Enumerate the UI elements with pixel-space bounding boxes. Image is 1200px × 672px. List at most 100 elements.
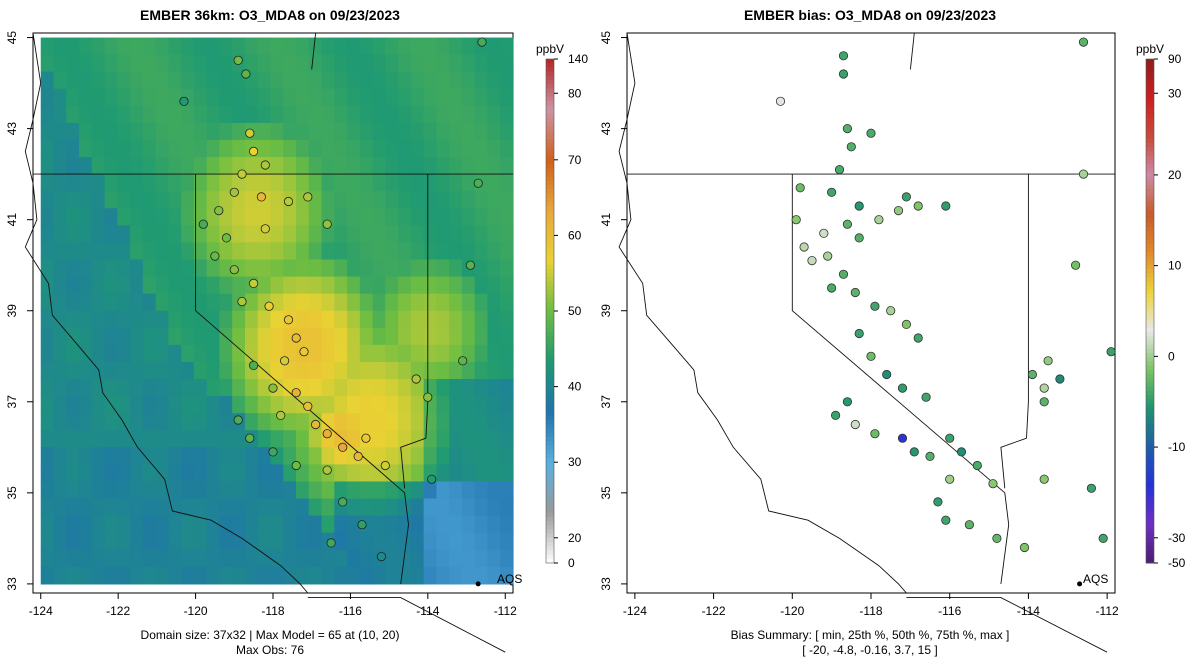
x-tick-label: -122	[702, 604, 726, 618]
heatmap-cell	[372, 344, 386, 363]
heatmap-cell	[244, 549, 259, 568]
heatmap-cell	[257, 139, 272, 158]
heatmap-cell	[487, 361, 501, 380]
heatmap-cell	[347, 276, 361, 295]
heatmap-cell	[334, 122, 348, 141]
heatmap-cell	[308, 71, 323, 90]
heatmap-cell	[461, 447, 476, 465]
heatmap-cell	[155, 464, 169, 483]
observation-point	[210, 251, 220, 261]
heatmap-cell	[347, 515, 361, 534]
heatmap-cell	[130, 464, 144, 483]
heatmap-cell	[193, 276, 208, 295]
heatmap-cell	[283, 259, 297, 278]
heatmap-cell	[257, 379, 272, 397]
model-legend-dot	[475, 581, 481, 587]
colorbar-step	[1146, 458, 1154, 463]
heatmap-cell	[130, 157, 144, 175]
heatmap-cell	[79, 515, 93, 534]
heatmap-cell	[449, 259, 463, 278]
heatmap-cell	[270, 225, 284, 244]
heatmap-cell	[359, 344, 374, 363]
heatmap-cell	[436, 225, 450, 244]
colorbar-step	[1146, 378, 1154, 383]
heatmap-cell	[474, 208, 489, 226]
heatmap-cell	[283, 174, 297, 192]
heatmap-cell	[474, 327, 489, 346]
bias-point	[901, 319, 912, 329]
heatmap-cell	[53, 549, 67, 568]
heatmap-cell	[308, 361, 323, 380]
heatmap-cell	[385, 105, 399, 124]
heatmap-cell	[270, 71, 284, 90]
colorbar-step	[1146, 315, 1154, 320]
bias-point	[964, 520, 975, 530]
heatmap-cell	[500, 430, 514, 448]
heatmap-cell	[372, 71, 386, 90]
colorbar-tick-label: 90	[1168, 52, 1182, 66]
heatmap-cell	[244, 413, 259, 431]
heatmap-cell	[500, 139, 514, 158]
heatmap-cell	[296, 242, 310, 261]
heatmap-cell	[487, 464, 501, 483]
heatmap-cell	[130, 430, 144, 448]
heatmap-cell	[53, 481, 67, 500]
heatmap-cell	[155, 88, 169, 107]
heatmap-cell	[117, 54, 131, 73]
heatmap-cell	[308, 430, 323, 448]
heatmap-cell	[296, 122, 310, 141]
heatmap-cell	[193, 481, 208, 500]
heatmap-cell	[487, 259, 501, 278]
heatmap-cell	[40, 54, 55, 73]
colorbar-step	[1146, 449, 1154, 455]
bias-point	[913, 201, 923, 211]
heatmap-cell	[142, 293, 157, 312]
heatmap-cell	[423, 242, 438, 261]
heatmap-cell	[334, 327, 348, 346]
heatmap-cell	[142, 208, 157, 226]
heatmap-cell	[130, 566, 144, 585]
colorbar-tick-label: 30	[568, 455, 582, 469]
heatmap-cell	[308, 447, 323, 465]
heatmap-cell	[142, 191, 157, 209]
heatmap-cell	[334, 566, 348, 585]
heatmap-cell	[270, 549, 284, 568]
heatmap-cell	[347, 37, 361, 56]
heatmap-cell	[474, 447, 489, 465]
heatmap-cell	[181, 481, 195, 500]
bias-point	[850, 419, 860, 430]
heatmap-cell	[219, 122, 233, 141]
heatmap-cell	[219, 157, 233, 175]
heatmap-cell	[500, 88, 514, 107]
heatmap-cell	[155, 310, 169, 329]
bias-plot-frame	[626, 32, 1116, 594]
heatmap-cell	[104, 515, 118, 534]
heatmap-cell	[66, 37, 80, 56]
heatmap-cell	[91, 481, 106, 500]
heatmap-cell	[219, 54, 233, 73]
heatmap-cell	[283, 481, 297, 500]
heatmap-cell	[321, 174, 335, 192]
heatmap-cell	[79, 122, 93, 141]
heatmap-cell	[257, 71, 272, 90]
heatmap-cell	[347, 139, 361, 158]
heatmap-cell	[181, 361, 195, 380]
heatmap-cell	[449, 447, 463, 465]
heatmap-cell	[193, 413, 208, 431]
heatmap-cell	[321, 481, 335, 500]
heatmap-cell	[257, 515, 272, 534]
heatmap-cell	[40, 37, 55, 56]
heatmap-cell	[410, 310, 425, 329]
heatmap-cell	[283, 242, 297, 261]
heatmap-cell	[155, 413, 169, 431]
heatmap-cell	[155, 566, 169, 585]
heatmap-cell	[53, 191, 67, 209]
heatmap-cell	[308, 174, 323, 192]
heatmap-cell	[155, 498, 169, 517]
heatmap-cell	[334, 225, 348, 244]
model-footer-line-2: Max Obs: 76	[236, 643, 304, 657]
heatmap-cell	[359, 464, 374, 483]
heatmap-cell	[423, 157, 438, 175]
colorbar-step	[1146, 537, 1154, 543]
colorbar-step	[546, 378, 554, 383]
